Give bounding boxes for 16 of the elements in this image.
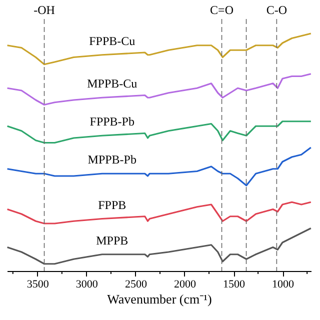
x-axis-title: Wavenumber (cm⁻¹) [107, 292, 212, 306]
series-label: FPPB-Pb [90, 114, 134, 129]
series-label: FPPB [98, 198, 126, 212]
series-label: MPPB-Cu [87, 76, 138, 91]
series-label: MPPB [96, 233, 128, 248]
ref-line-label: C-O [266, 3, 288, 17]
ref-line-label: -OH [34, 3, 56, 17]
x-tick-label: 3000 [76, 278, 98, 290]
series-label: FPPB-Cu [89, 34, 136, 48]
ref-line-label: C=O [210, 3, 234, 17]
x-tick-label: 2500 [124, 278, 148, 290]
series-label: MPPB-Pb [88, 152, 136, 167]
x-tick-label: 2000 [174, 278, 196, 290]
x-tick-label: 1500 [223, 278, 246, 290]
x-tick-label: 3500 [26, 278, 50, 290]
x-tick-label: 1000 [272, 278, 295, 290]
